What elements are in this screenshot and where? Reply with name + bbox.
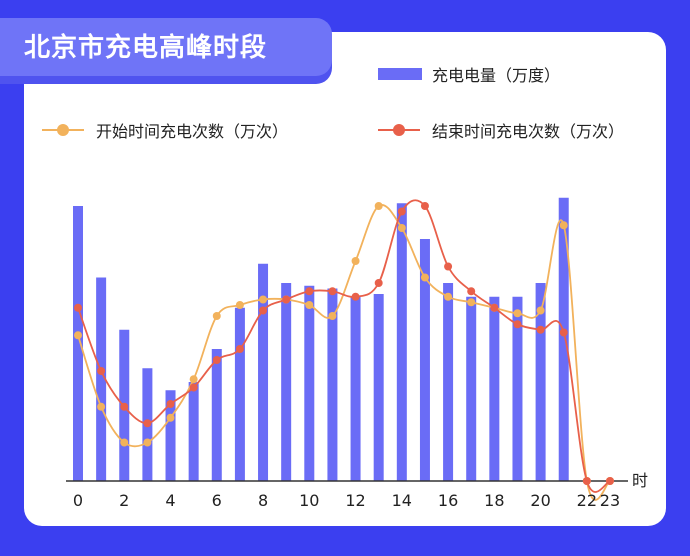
page-title: 北京市充电高峰时段 <box>24 33 268 63</box>
start-point-12 <box>351 257 360 265</box>
end-point-12 <box>351 292 360 301</box>
x-tick-12: 12 <box>345 491 365 510</box>
bar-hour-8 <box>258 263 269 481</box>
legend-start: 开始时间充电次数（万次） <box>42 118 288 142</box>
start-point-11 <box>328 312 337 320</box>
legend-bar-swatch <box>378 68 422 80</box>
start-point-14 <box>397 224 406 232</box>
start-point-6 <box>212 312 221 320</box>
end-point-18 <box>490 303 499 312</box>
legend-bars-label: 充电电量（万度） <box>432 66 561 85</box>
x-tick-16: 16 <box>438 491 458 510</box>
bar-hour-15 <box>419 239 430 481</box>
end-point-14 <box>397 207 406 216</box>
bar-hour-14 <box>396 203 407 481</box>
end-point-1 <box>97 367 106 375</box>
bar-hour-6 <box>211 349 222 481</box>
start-point-10 <box>305 301 314 309</box>
chart-card: 0 2 4 6 8 10 12 14 16 18 20 22 23 时 充电电量（万度） 开始时间充电次… <box>24 32 666 526</box>
x-unit-label: 时 <box>632 471 648 490</box>
end-point-19 <box>513 320 522 329</box>
bar-hour-16 <box>443 283 454 481</box>
end-point-5 <box>189 383 198 392</box>
line-points <box>74 202 614 485</box>
start-point-3 <box>143 438 152 447</box>
end-point-9 <box>282 295 291 304</box>
bar-hour-4 <box>165 390 176 481</box>
start-point-2 <box>120 438 129 447</box>
end-point-13 <box>374 279 383 287</box>
x-tick-6: 6 <box>212 491 222 510</box>
end-point-4 <box>166 400 175 408</box>
start-point-16 <box>444 292 453 301</box>
end-point-21 <box>559 328 568 337</box>
legend-bars: 充电电量（万度） <box>378 62 560 86</box>
x-tick-14: 14 <box>392 491 412 510</box>
end-point-22 <box>582 477 591 485</box>
start-point-8 <box>259 295 268 304</box>
start-point-19 <box>513 309 522 318</box>
start-point-0 <box>74 331 82 340</box>
bar-hour-19 <box>512 296 523 481</box>
end-point-11 <box>328 287 337 296</box>
bar-hour-18 <box>489 296 500 481</box>
start-point-17 <box>467 298 476 307</box>
start-point-7 <box>235 301 244 309</box>
end-point-20 <box>536 325 545 334</box>
x-tick-2: 2 <box>119 491 129 510</box>
legend-end: 结束时间充电次数（万次） <box>378 118 624 142</box>
start-point-1 <box>97 402 106 411</box>
end-point-17 <box>467 287 476 296</box>
legend-end-label: 结束时间充电次数（万次） <box>432 122 625 141</box>
end-point-7 <box>235 345 244 353</box>
x-tick-8: 8 <box>258 491 268 510</box>
bar-hour-9 <box>281 283 292 481</box>
x-tick-23: 23 <box>600 491 620 510</box>
start-point-20 <box>536 306 545 315</box>
bar-hour-10 <box>304 285 315 481</box>
legend-end-swatch <box>378 124 420 136</box>
x-tick-0: 0 <box>73 491 83 510</box>
end-point-10 <box>305 287 314 296</box>
x-tick-labels: 0 2 4 6 8 10 12 14 16 18 20 22 23 <box>73 491 620 510</box>
title-banner <box>0 18 332 76</box>
end-count-line <box>77 199 611 493</box>
start-point-21 <box>559 221 568 230</box>
bar-hour-17 <box>466 296 477 481</box>
bar-hour-1 <box>96 277 107 481</box>
bar-hour-21 <box>558 197 569 481</box>
legend-start-swatch <box>42 124 84 136</box>
end-point-16 <box>444 262 453 271</box>
x-tick-4: 4 <box>165 491 175 510</box>
end-point-15 <box>420 202 429 210</box>
start-point-13 <box>374 202 383 210</box>
x-tick-10: 10 <box>299 491 319 510</box>
start-count-line <box>77 203 611 501</box>
x-tick-20: 20 <box>530 491 550 510</box>
end-point-8 <box>259 306 268 315</box>
bar-hour-5 <box>188 382 199 481</box>
bar-hour-0 <box>73 206 83 481</box>
bar-hour-20 <box>535 283 546 481</box>
x-tick-18: 18 <box>484 491 504 510</box>
bar-hour-7 <box>234 307 245 481</box>
bar-hour-12 <box>350 296 361 481</box>
start-point-4 <box>166 413 175 422</box>
start-point-5 <box>189 375 198 384</box>
bar-hour-11 <box>327 288 338 481</box>
start-point-15 <box>420 273 429 282</box>
legend-start-label: 开始时间充电次数（万次） <box>96 122 289 141</box>
end-point-6 <box>212 356 221 364</box>
x-tick-22: 22 <box>577 491 597 510</box>
end-point-3 <box>143 419 152 428</box>
end-point-2 <box>120 402 129 411</box>
end-point-0 <box>74 303 82 312</box>
end-point-23 <box>605 477 614 485</box>
bar-hour-13 <box>373 294 384 481</box>
chart-canvas: 0 2 4 6 8 10 12 14 16 18 20 22 23 时 <box>66 197 648 510</box>
